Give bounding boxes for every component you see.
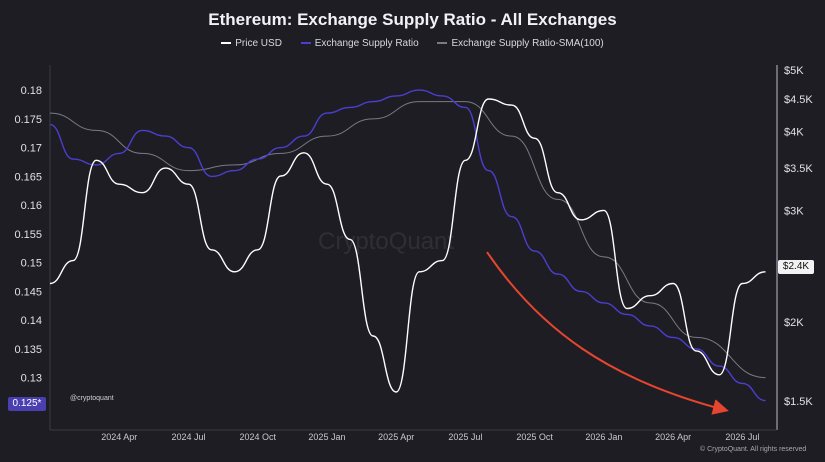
x-tick-label: 2025 Oct: [516, 432, 553, 442]
exchange-supply-ratio-sma-line: [49, 101, 766, 379]
y-left-tick-label: 0.17: [21, 143, 42, 155]
exchange-supply-ratio-line: [49, 89, 766, 402]
watermark-logo: CryptoQuant: [318, 228, 455, 255]
legend-swatch-price: [221, 42, 232, 45]
y-right-tick-label: $3K: [784, 205, 804, 217]
x-tick-label: 2026 Jan: [585, 432, 622, 442]
y-left-tick-label: 0.13: [21, 373, 42, 385]
y-left-tick-label: 0.15: [21, 258, 42, 270]
y-right-tick-label: $1.5K: [784, 396, 813, 408]
legend-item-sma[interactable]: Exchange Supply Ratio-SMA(100): [437, 38, 604, 49]
y-axis-left-labels: 0.18 0.175 0.17 0.165 0.16 0.155 0.15 0.145 0.14…: [14, 85, 42, 413]
source-handle: @cryptoquant: [70, 395, 114, 402]
y-right-tick-label: $2K: [784, 317, 804, 329]
y-left-tick-label: 0.135: [14, 344, 42, 356]
y-right-tick-label: $5K: [784, 65, 804, 77]
y-left-tick-label: 0.16: [21, 200, 42, 212]
y-axis-right-labels: $5K $4.5K $4K $3.5K $3K $2K $1.5K: [784, 65, 813, 408]
legend-item-price[interactable]: Price USD: [221, 38, 282, 49]
price-usd-line: [49, 98, 766, 393]
legend-item-ratio[interactable]: Exchange Supply Ratio: [300, 38, 419, 49]
y-right-tick-label: $4K: [784, 126, 804, 138]
series-layer: [49, 89, 766, 402]
legend-label-ratio: Exchange Supply Ratio: [314, 38, 419, 49]
y-left-tick-label: 0.175: [14, 114, 42, 126]
legend-label-price: Price USD: [235, 38, 282, 49]
copyright-footer: © CryptoQuant. All rights reserved: [700, 446, 807, 453]
x-tick-label: 2024 Apr: [101, 432, 137, 442]
x-tick-label: 2025 Jan: [308, 432, 345, 442]
y-left-tick-label: 0.14: [21, 315, 42, 327]
legend-label-sma: Exchange Supply Ratio-SMA(100): [451, 38, 604, 49]
legend-swatch-sma: [437, 42, 448, 45]
x-tick-label: 2024 Jul: [171, 432, 205, 442]
y-right-tick-label: $4.5K: [784, 94, 813, 106]
chart-title: Ethereum: Exchange Supply Ratio - All Ex…: [208, 10, 617, 29]
trend-arrow: [486, 251, 729, 415]
y-left-tick-label: 0.145: [14, 286, 42, 298]
x-tick-label: 2025 Jul: [448, 432, 482, 442]
legend: Price USD Exchange Supply Ratio Exchange…: [0, 38, 825, 49]
y-left-tick-label: 0.165: [14, 171, 42, 183]
x-tick-label: 2024 Oct: [239, 432, 276, 442]
current-price-badge: $2.4K: [778, 260, 814, 274]
current-ratio-badge: 0.125*: [8, 397, 46, 411]
y-right-tick-label: $3.5K: [784, 163, 813, 175]
y-left-tick-label: 0.155: [14, 229, 42, 241]
legend-swatch-ratio: [300, 42, 311, 45]
x-tick-label: 2026 Apr: [655, 432, 691, 442]
x-tick-label: 2026 Jul: [725, 432, 759, 442]
x-tick-label: 2025 Apr: [378, 432, 414, 442]
x-axis-labels: 2024 Apr 2024 Jul 2024 Oct 2025 Jan 2025 Apr…: [101, 432, 759, 442]
y-left-tick-label: 0.18: [21, 85, 42, 97]
